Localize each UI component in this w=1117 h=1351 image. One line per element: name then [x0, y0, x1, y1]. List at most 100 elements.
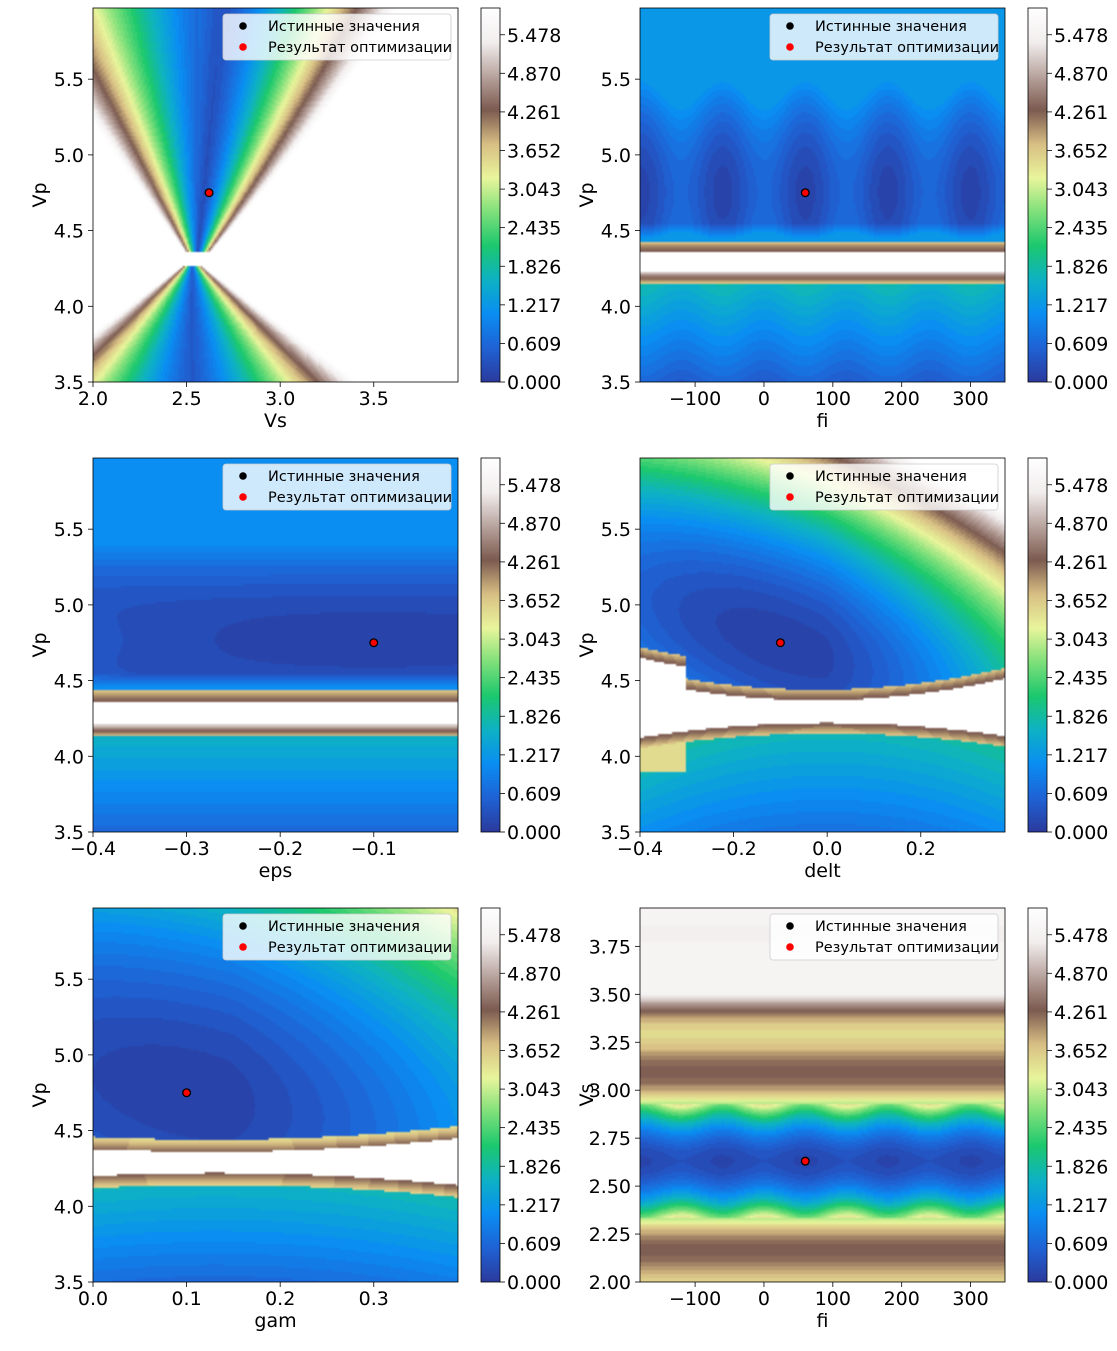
legend-opt-marker	[239, 943, 247, 951]
y-tick-label: 3.00	[589, 1080, 631, 1102]
x-tick-label: −0.2	[711, 838, 757, 860]
y-tick-label: 3.5	[54, 822, 84, 844]
colorbar-tick-label: 3.043	[507, 179, 561, 201]
heatmap-surface	[93, 8, 458, 382]
optimization-result-point	[370, 639, 377, 646]
colorbar-tick-label: 4.870	[507, 513, 561, 535]
y-tick-label: 4.0	[601, 746, 631, 768]
colorbar-gradient	[481, 458, 500, 832]
x-tick-label: 300	[952, 1288, 988, 1310]
colorbar-5: 0.000 0.609 1.217 1.826 2.435 3.043 3.652 4.261…	[480, 907, 561, 1294]
colorbar-tick-label: 4.870	[1054, 63, 1108, 85]
legend-opt-marker	[239, 493, 247, 501]
colorbar-tick-label: 3.652	[507, 141, 561, 163]
y-tick-label: 4.5	[54, 221, 84, 243]
colorbar-tick-label: 3.043	[1054, 629, 1108, 651]
colorbar-tick-label: 1.826	[507, 1156, 561, 1178]
legend-true-label: Истинные значения	[268, 919, 420, 935]
colorbar-tick-label: 0.609	[1054, 1233, 1108, 1255]
x-tick-label: 100	[815, 1288, 851, 1310]
y-axis-label: Vp	[576, 632, 598, 657]
legend: Истинные значения Результат оптимизации	[222, 913, 452, 961]
x-axis-label: fi	[817, 1310, 829, 1332]
colorbar-tick-label: 3.652	[507, 591, 561, 613]
x-tick-label: 2.0	[78, 388, 108, 410]
legend-opt-marker	[786, 493, 794, 501]
colorbar-tick-label: 1.217	[507, 295, 561, 317]
x-tick-label: 0.0	[812, 838, 842, 860]
x-tick-label: 0.3	[359, 1288, 389, 1310]
x-axis-label: Vs	[264, 410, 287, 432]
colorbar-tick-label: 2.435	[1054, 668, 1108, 690]
legend-opt-marker	[786, 43, 794, 51]
colorbar-tick-label: 4.261	[1054, 1002, 1108, 1024]
y-tick-label: 3.5	[54, 372, 84, 394]
x-tick-label: −0.4	[617, 838, 663, 860]
colorbar-tick-label: 3.652	[507, 1041, 561, 1063]
y-tick-label: 5.5	[601, 519, 631, 541]
legend-true-label: Истинные значения	[815, 469, 967, 485]
x-tick-label: 300	[952, 388, 988, 410]
colorbar-tick-label: 1.217	[1054, 1195, 1108, 1217]
colorbar-tick-label: 1.826	[1054, 1156, 1108, 1178]
legend-true-marker	[239, 922, 247, 930]
colorbar-frame	[480, 457, 501, 833]
legend-true-label: Истинные значения	[815, 19, 967, 35]
y-tick-label: 5.5	[601, 69, 631, 91]
colorbar-2: 0.000 0.609 1.217 1.826 2.435 3.043 3.652 4.261…	[1027, 7, 1108, 394]
x-tick-label: 2.5	[171, 388, 201, 410]
colorbar-tick-label: 1.826	[1054, 706, 1108, 728]
legend-true-marker	[786, 922, 794, 930]
plot-frame	[639, 907, 1006, 1283]
optimization-result-point	[183, 1089, 190, 1096]
colorbar-tick-label: 5.478	[507, 475, 561, 497]
colorbar-tick-label: 5.478	[1054, 475, 1108, 497]
legend-true-marker	[239, 472, 247, 480]
colorbar-frame	[1027, 907, 1048, 1283]
colorbar-frame	[480, 7, 501, 383]
optimization-result-point	[802, 189, 809, 196]
legend-opt-label: Результат оптимизации	[268, 40, 452, 56]
x-tick-label: 0.1	[171, 1288, 201, 1310]
legend-opt-label: Результат оптимизации	[815, 490, 999, 506]
x-tick-label: −100	[669, 388, 721, 410]
plot-frame	[639, 457, 1006, 833]
x-tick-label: 200	[884, 388, 920, 410]
x-tick-label: 100	[815, 388, 851, 410]
x-axis-label: gam	[254, 1310, 296, 1332]
heatmap-surface	[93, 458, 458, 832]
colorbar-tick-label: 3.043	[1054, 179, 1108, 201]
colorbar-tick-label: 0.609	[1054, 333, 1108, 355]
plot-frame	[92, 907, 459, 1283]
y-tick-label: 2.75	[589, 1128, 631, 1150]
legend: Истинные значения Результат оптимизации	[222, 13, 452, 61]
legend-true-marker	[786, 472, 794, 480]
x-axis-label: eps	[259, 860, 293, 882]
y-tick-label: 4.0	[54, 296, 84, 318]
colorbar-tick-label: 3.043	[507, 1079, 561, 1101]
optimization-result-point	[205, 189, 213, 196]
x-tick-label: −0.3	[164, 838, 210, 860]
colorbar-tick-label: 2.435	[1054, 1118, 1108, 1140]
y-axis-label: Vp	[576, 182, 598, 207]
y-axis-label: Vp	[29, 182, 51, 207]
x-tick-label: −0.1	[351, 838, 397, 860]
legend-box	[222, 463, 452, 511]
y-tick-label: 5.5	[54, 519, 84, 541]
x-axis-label: fi	[817, 410, 829, 432]
colorbar-frame	[1027, 7, 1048, 383]
legend-true-label: Истинные значения	[815, 919, 967, 935]
colorbar-tick-label: 2.435	[507, 668, 561, 690]
y-axis-label: Vs	[576, 1084, 598, 1107]
subplot-4: −0.4 −0.2 0.0 0.2 3.5 4.0 4.5 5.0 5.5 delt Vp Истин…	[576, 457, 1006, 882]
colorbar-frame	[1027, 457, 1048, 833]
colorbar-3: 0.000 0.609 1.217 1.826 2.435 3.043 3.652 4.261…	[480, 457, 561, 844]
colorbar-gradient	[481, 908, 500, 1282]
colorbar-tick-label: 4.870	[1054, 513, 1108, 535]
colorbar-tick-label: 5.478	[507, 25, 561, 47]
y-tick-label: 4.5	[601, 221, 631, 243]
plot-frame	[92, 457, 459, 833]
colorbar-4: 0.000 0.609 1.217 1.826 2.435 3.043 3.652 4.261…	[1027, 457, 1108, 844]
y-tick-label: 5.0	[54, 1045, 84, 1067]
